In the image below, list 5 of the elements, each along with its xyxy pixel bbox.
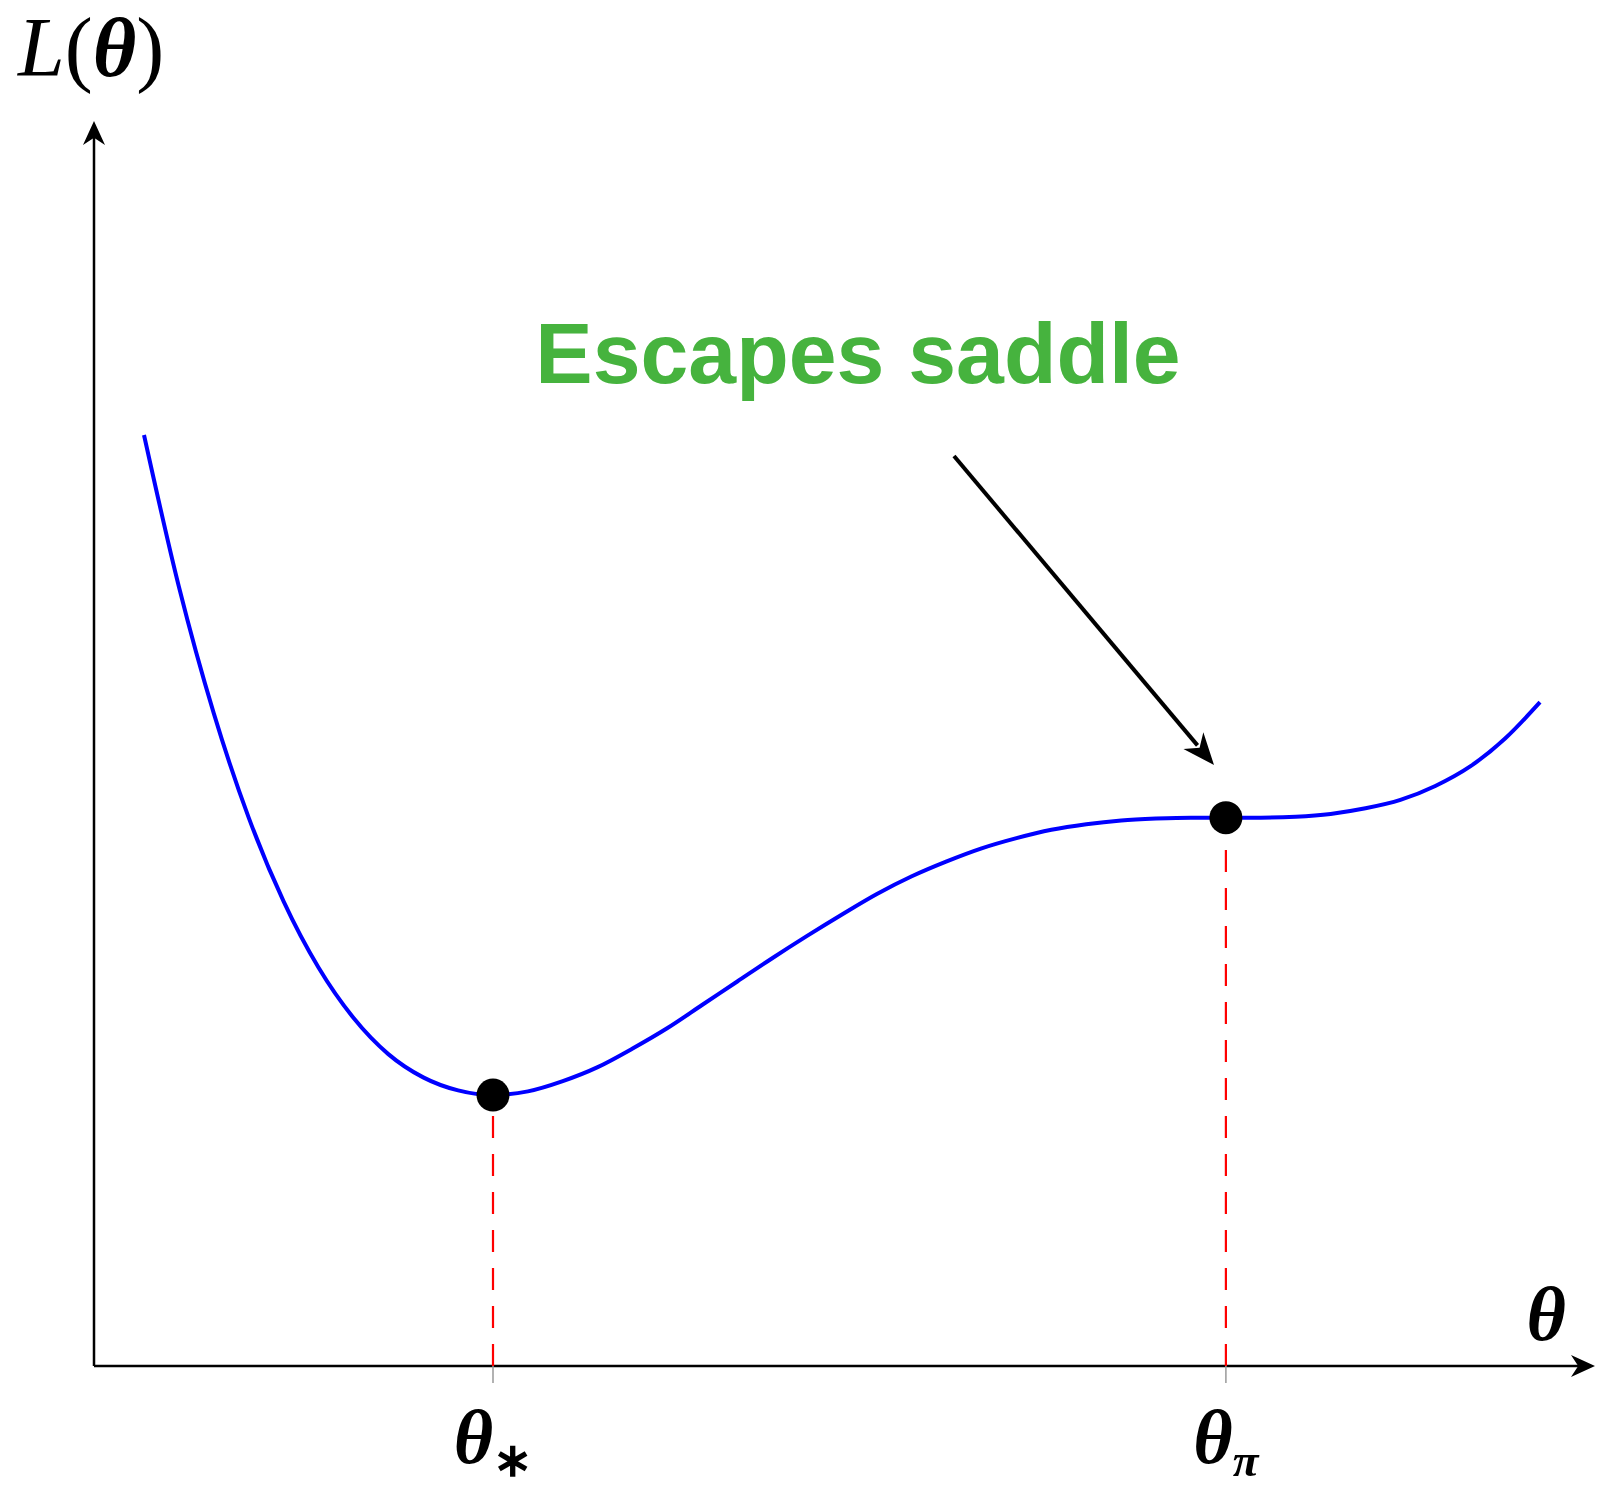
x-tick-label: θ$_{∗}$ — [453, 1395, 533, 1486]
x-tick-label: θ$_{π}$ — [1193, 1395, 1260, 1486]
text: Escapes saddle — [535, 305, 1181, 401]
y-axis-title: L(θ) — [17, 1, 165, 95]
x-axis-title: θ — [1526, 1272, 1566, 1356]
